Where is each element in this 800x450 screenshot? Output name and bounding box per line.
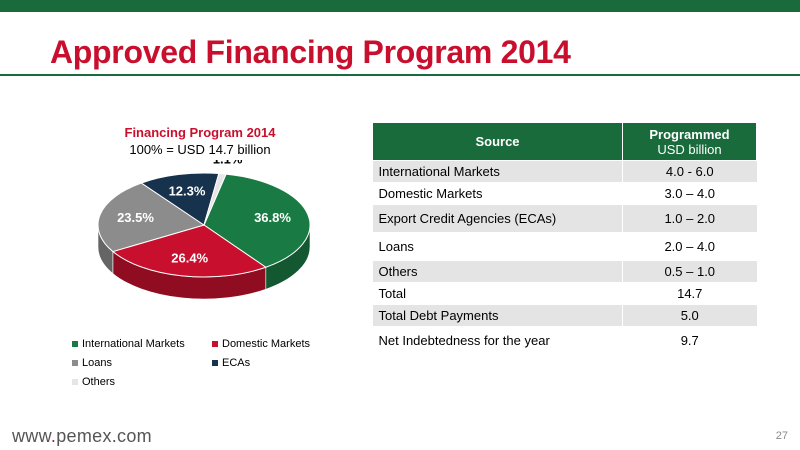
header-programmed-label: Programmed	[649, 126, 730, 142]
chart-title: Financing Program 2014	[124, 125, 276, 140]
page-number: 27	[775, 430, 788, 442]
row-value: 4.0 - 6.0	[622, 160, 757, 183]
row-value: 9.7	[622, 326, 757, 355]
header-programmed: Programmed USD billion	[622, 122, 757, 161]
table-row: International Markets 4.0 - 6.0	[372, 160, 757, 183]
footer-url-dot: .	[50, 426, 57, 446]
row-source: Export Credit Agencies (ECAs)	[372, 204, 623, 233]
footer-url: www.pemex.com	[12, 426, 152, 447]
pie-slice-ecas	[140, 172, 220, 226]
legend-swatch-ecas	[212, 360, 218, 366]
legend-swatch-international	[72, 341, 78, 347]
legend-swatch-others	[72, 379, 78, 385]
row-value: 1.0 – 2.0	[622, 204, 757, 233]
row-value: 14.7	[622, 282, 757, 305]
pie-label-ecas: 12.3%	[169, 184, 206, 199]
legend-item-loans: Loans	[72, 357, 112, 369]
legend-swatch-loans	[72, 360, 78, 366]
table-header-row: Source Programmed USD billion	[372, 122, 757, 161]
pie-label-loans: 23.5%	[117, 210, 154, 225]
chart-subtitle: 100% = USD 14.7 billion	[129, 142, 271, 157]
table-row: Net Indebtedness for the year 9.7	[372, 326, 757, 355]
slide-title: Approved Financing Program 2014	[50, 34, 571, 70]
row-value: 2.0 – 4.0	[622, 232, 757, 261]
table-row: Total Debt Payments 5.0	[372, 304, 757, 327]
row-value: 5.0	[622, 304, 757, 327]
financing-table: Source Programmed USD billion Internatio…	[372, 122, 757, 355]
legend-item-others: Others	[72, 376, 115, 388]
table-row: Others 0.5 – 1.0	[372, 260, 757, 283]
row-value: 3.0 – 4.0	[622, 182, 757, 205]
legend-item-ecas: ECAs	[212, 357, 250, 369]
legend-label-international: International Markets	[82, 338, 185, 350]
pie-slice-international-markets	[203, 173, 311, 268]
table-row: Loans 2.0 – 4.0	[372, 232, 757, 261]
row-value: 0.5 – 1.0	[622, 260, 757, 283]
top-brand-bar	[0, 0, 800, 12]
header-unit: USD billion	[657, 141, 722, 157]
legend-swatch-domestic	[212, 341, 218, 347]
legend-label-loans: Loans	[82, 357, 112, 369]
row-source: Total	[372, 282, 623, 305]
legend-label-ecas: ECAs	[222, 357, 251, 369]
row-source: Total Debt Payments	[372, 304, 623, 327]
title-divider	[0, 74, 800, 76]
header-source: Source	[372, 122, 623, 161]
pie-slice-domestic-markets	[111, 224, 267, 278]
footer-url-domain: pemex.com	[56, 426, 152, 446]
pie-label-international-markets: 36.8%	[254, 210, 291, 225]
legend-label-others: Others	[82, 376, 116, 388]
table-row: Domestic Markets 3.0 – 4.0	[372, 182, 757, 205]
pie-chart: 36.8% 26.4% 23.5% 12.3% 1.1%	[97, 160, 311, 300]
row-source: Loans	[372, 232, 623, 261]
footer-url-prefix: www	[12, 426, 51, 446]
row-source: International Markets	[372, 160, 623, 183]
table-row: Total 14.7	[372, 282, 757, 305]
legend-label-domestic: Domestic Markets	[222, 338, 311, 350]
pie-slice-loans	[97, 182, 206, 253]
pie-slice-others	[203, 172, 227, 226]
row-source: Domestic Markets	[372, 182, 623, 205]
legend-item-international: International Markets	[72, 338, 185, 350]
row-source: Others	[372, 260, 623, 283]
row-source: Net Indebtedness for the year	[372, 326, 623, 355]
table-row: Export Credit Agencies (ECAs) 1.0 – 2.0	[372, 204, 757, 233]
pie-label-others: 1.1%	[213, 160, 243, 167]
legend-item-domestic: Domestic Markets	[212, 338, 310, 350]
pie-label-domestic-markets: 26.4%	[171, 251, 208, 266]
